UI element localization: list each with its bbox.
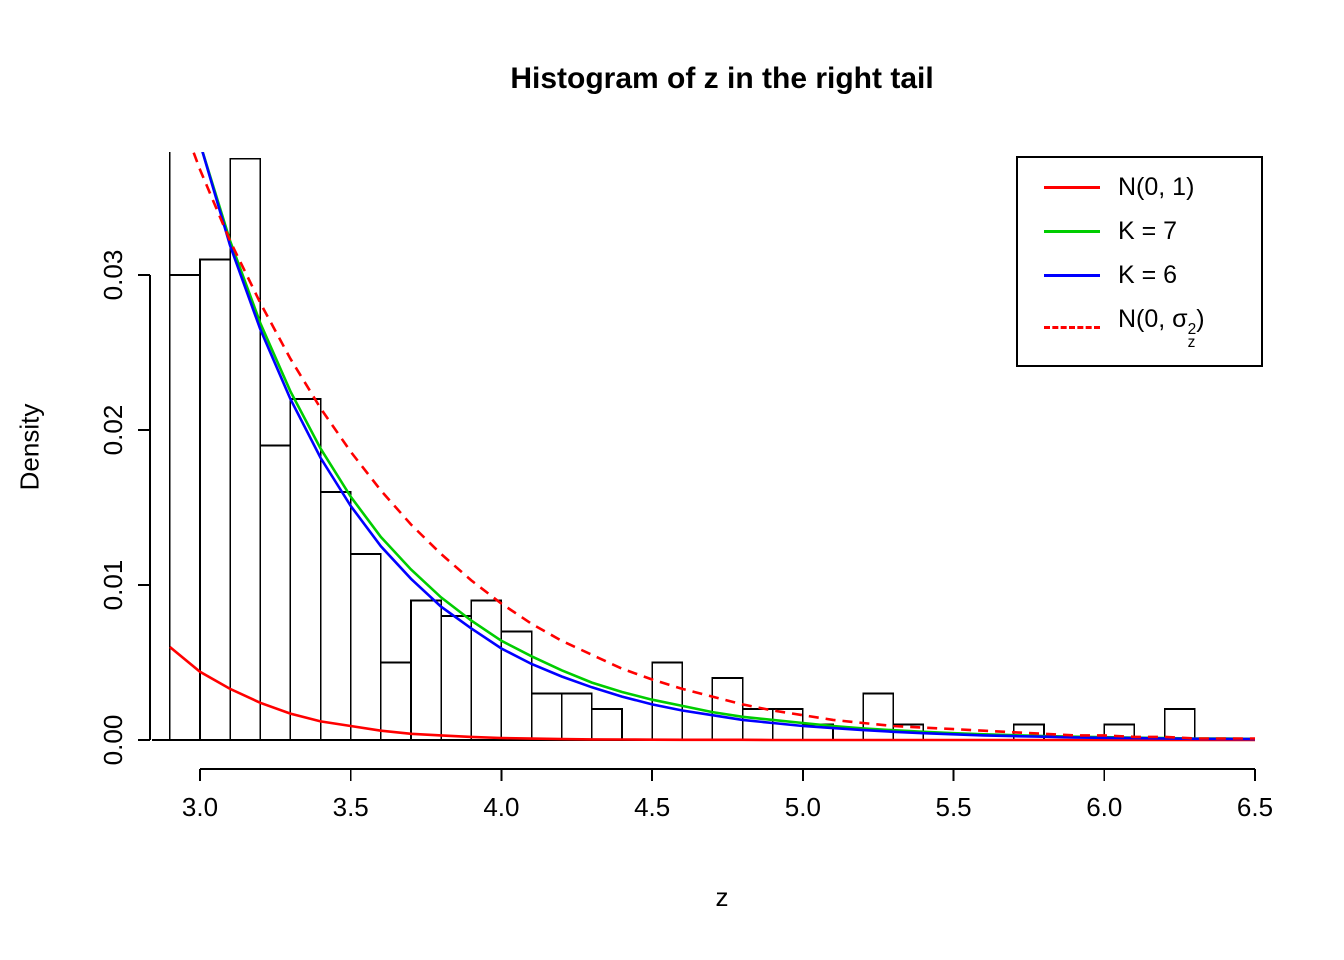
y-tick-label: 0.02 bbox=[98, 405, 128, 456]
curve-k-6 bbox=[201, 152, 1256, 741]
x-tick-label: 4.0 bbox=[483, 792, 519, 822]
y-tick-label: 0.01 bbox=[98, 560, 128, 611]
x-tick-label: 6.5 bbox=[1237, 792, 1273, 822]
histogram-bar bbox=[560, 692, 593, 741]
x-tick-label: 3.0 bbox=[182, 792, 218, 822]
y-tick-label: 0.03 bbox=[98, 250, 128, 301]
legend-label: N(0, 1) bbox=[1118, 173, 1195, 202]
legend-line-sample bbox=[1044, 325, 1100, 329]
y-axis: 0.00 0.01 0.02 0.03 bbox=[98, 250, 151, 766]
legend-label: N(0, σ 2 z) bbox=[1118, 305, 1205, 352]
histogram-bar bbox=[169, 274, 201, 741]
legend: N(0, 1) K = 7 K = 6 N(0, σ 2 z) bbox=[1016, 156, 1263, 367]
histogram-bar bbox=[229, 157, 262, 741]
legend-line-sample bbox=[1044, 230, 1100, 234]
legend-item: N(0, 1) bbox=[1018, 173, 1261, 202]
histogram-bar bbox=[349, 553, 382, 741]
x-axis: 3.0 3.5 4.0 4.5 5.0 5.5 6.0 6.5 bbox=[182, 768, 1273, 822]
histogram-bar bbox=[741, 708, 774, 741]
legend-item: K = 7 bbox=[1018, 217, 1261, 246]
x-tick-label: 4.5 bbox=[634, 792, 670, 822]
histogram-bar bbox=[319, 491, 352, 741]
histogram-bar bbox=[380, 661, 412, 741]
legend-line-sample bbox=[1044, 274, 1100, 278]
y-tick-label: 0.00 bbox=[98, 715, 128, 766]
legend-label: K = 6 bbox=[1118, 261, 1178, 290]
histogram-bar bbox=[289, 398, 322, 741]
curve-n-0-1- bbox=[169, 645, 1255, 742]
histogram-bars bbox=[152, 152, 1196, 741]
curve-n-0-sigma-z-2- bbox=[192, 152, 1255, 740]
legend-line-sample bbox=[1044, 186, 1100, 190]
x-tick-label: 3.5 bbox=[333, 792, 369, 822]
x-axis-title: z bbox=[715, 882, 729, 912]
histogram-bar bbox=[440, 615, 473, 741]
legend-item: N(0, σ 2 z) bbox=[1018, 305, 1261, 352]
legend-label: K = 7 bbox=[1118, 217, 1178, 246]
histogram-bar bbox=[152, 152, 171, 741]
histogram-bar bbox=[1163, 708, 1196, 741]
histogram-bar bbox=[410, 599, 442, 741]
histogram-bar bbox=[711, 677, 744, 741]
legend-item: K = 6 bbox=[1018, 261, 1261, 290]
histogram-bar bbox=[470, 599, 503, 741]
histogram-bar bbox=[530, 692, 563, 741]
y-axis-title: Density bbox=[14, 403, 45, 491]
histogram-bar bbox=[591, 708, 623, 741]
histogram-bar bbox=[259, 444, 292, 741]
density-curves bbox=[169, 152, 1256, 742]
chart-title: Histogram of z in the right tail bbox=[510, 62, 934, 95]
histogram-bar bbox=[199, 258, 231, 741]
x-tick-label: 6.0 bbox=[1086, 792, 1122, 822]
x-tick-label: 5.0 bbox=[785, 792, 821, 822]
histogram-bar bbox=[862, 692, 895, 741]
x-tick-label: 5.5 bbox=[935, 792, 971, 822]
